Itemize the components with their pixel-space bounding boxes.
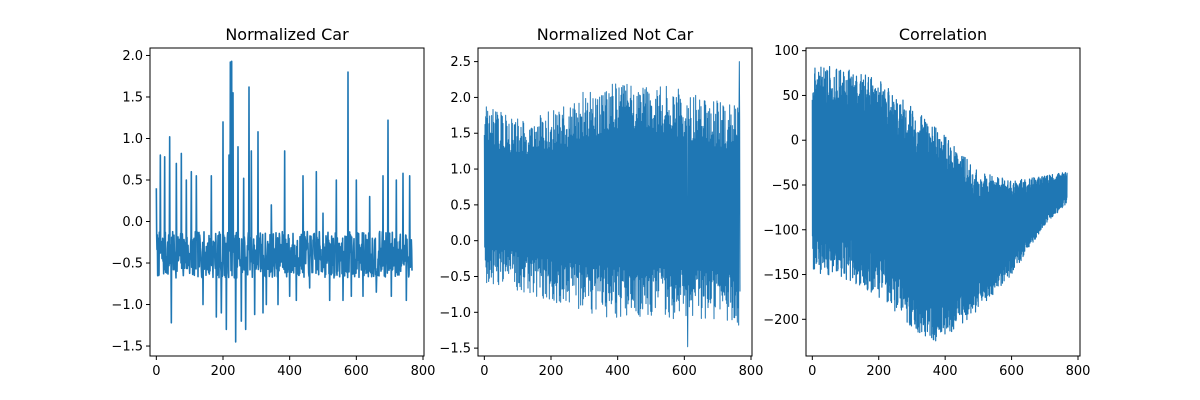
y-tick-label: 0.0	[450, 234, 471, 249]
axes-frame	[477, 47, 753, 357]
y-tick-label: −0.5	[111, 257, 143, 272]
y-tick-label: −200	[763, 313, 799, 328]
y-tick-label: 1.0	[122, 132, 143, 147]
axes-frame	[805, 47, 1081, 357]
plot-area	[483, 61, 741, 348]
x-tick-label: 200	[539, 364, 564, 379]
x-tick-label: 400	[605, 364, 630, 379]
y-tick-label: 100	[774, 44, 799, 59]
y-tick-label: 2.5	[450, 55, 471, 70]
plot-area	[155, 60, 413, 343]
series-line	[483, 61, 741, 348]
plot-area	[811, 66, 1068, 342]
y-tick-label: 1.0	[450, 163, 471, 178]
x-tick-label: 800	[411, 364, 436, 379]
panel-normalized-car: Normalized Car 0 200 400 600 800 −1.5 −1.0 −0.5…	[111, 25, 435, 379]
panel-correlation: Correlation 0 200 400 600 800 −200 −150 −100 −50…	[763, 25, 1090, 379]
series-line	[811, 66, 1068, 342]
x-tick-label: 200	[211, 364, 236, 379]
x-tick-label: 400	[933, 364, 958, 379]
y-tick-label: 2.0	[450, 91, 471, 106]
y-tick-label: 2.0	[122, 49, 143, 64]
y-tick-label: −1.0	[439, 306, 471, 321]
chart-title: Normalized Not Car	[537, 25, 694, 44]
x-tick-label: 0	[152, 364, 160, 379]
axes: 0 200 400 600 800 −200 −150 −100 −50 0 50 100	[763, 44, 1090, 379]
y-tick-label: −1.5	[439, 342, 471, 357]
axes-frame	[149, 47, 425, 357]
x-tick-label: 0	[808, 364, 816, 379]
x-tick-label: 600	[344, 364, 369, 379]
series-line	[155, 60, 413, 343]
x-tick-label: 0	[480, 364, 488, 379]
y-tick-label: 0.5	[450, 198, 471, 213]
x-tick-label: 600	[999, 364, 1024, 379]
chart-title: Normalized Car	[225, 25, 349, 44]
x-tick-label: 800	[739, 364, 764, 379]
x-tick-label: 400	[277, 364, 302, 379]
y-tick-label: −150	[763, 268, 799, 283]
x-tick-label: 800	[1066, 364, 1091, 379]
y-tick-label: −1.5	[111, 340, 143, 355]
y-tick-label: −1.0	[111, 298, 143, 313]
chart-title: Correlation	[899, 25, 987, 44]
axes: 0 200 400 600 800 −1.5 −1.0 −0.5 0.0 0.5 1.0 1.5 2.0	[111, 49, 435, 379]
y-tick-label: 0.0	[122, 215, 143, 230]
y-tick-label: 1.5	[450, 127, 471, 142]
y-tick-label: −0.5	[439, 270, 471, 285]
axes: 0 200 400 600 800 −1.5 −1.0 −0.5 0.0 0.5 1.0 1.5 2.0…	[439, 55, 763, 379]
y-tick-label: 0	[791, 134, 799, 149]
y-tick-label: −100	[763, 223, 799, 238]
x-tick-label: 200	[866, 364, 891, 379]
x-tick-label: 600	[672, 364, 697, 379]
y-tick-label: 1.5	[122, 90, 143, 105]
y-tick-label: 0.5	[122, 174, 143, 189]
y-tick-label: −50	[772, 178, 799, 193]
panel-normalized-not-car: Normalized Not Car 0 200 400 600 800 −1.5 −1.0…	[439, 25, 763, 379]
y-tick-label: 50	[782, 89, 799, 104]
